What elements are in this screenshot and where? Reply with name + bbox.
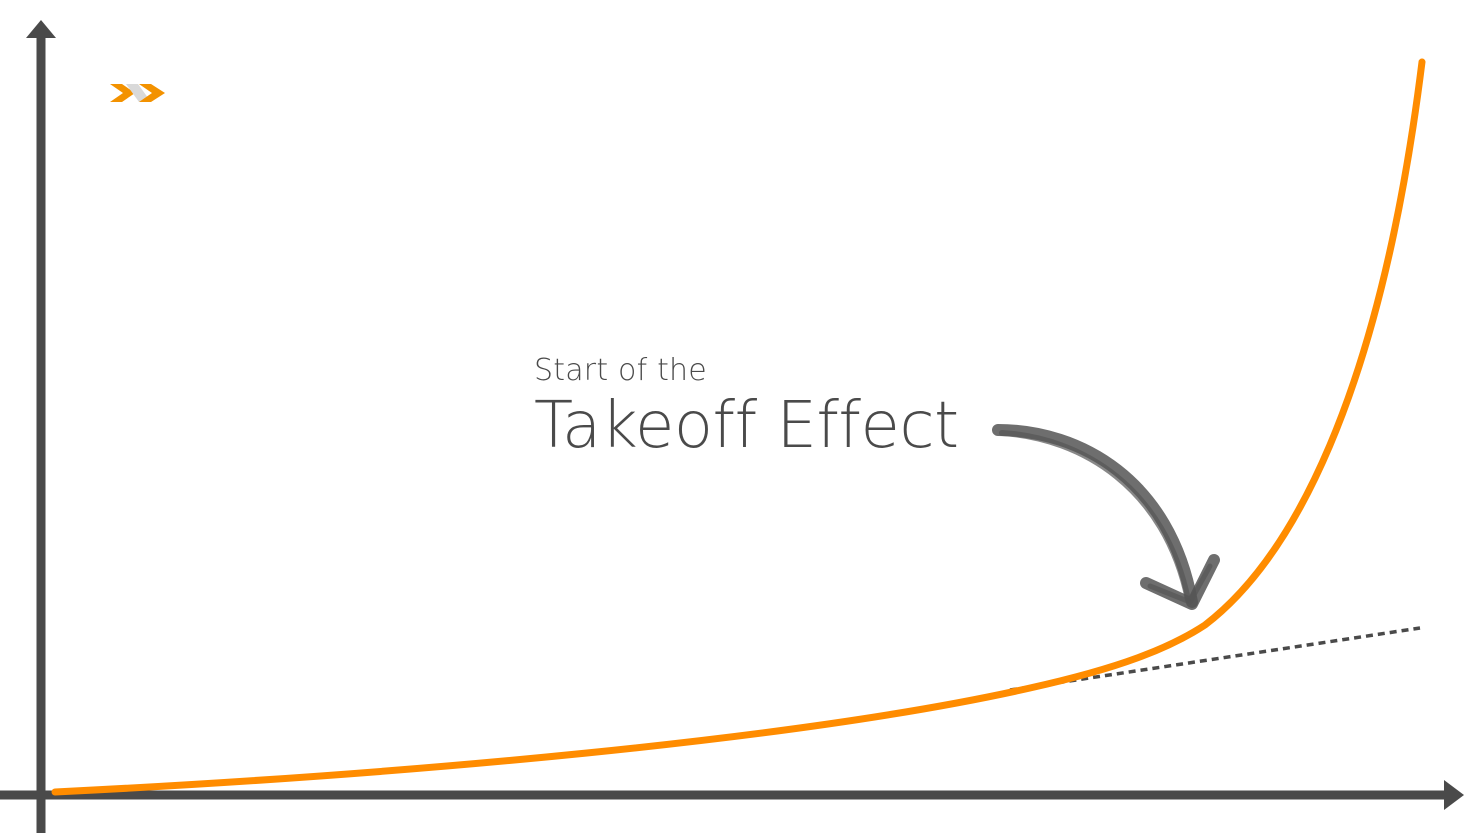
logo-icon [110, 84, 165, 102]
linear-trend-line [1009, 626, 1421, 692]
annotation-title: Takeoff Effect [534, 389, 959, 463]
arrow-icon [992, 424, 1220, 610]
x-axis-arrowhead [1444, 780, 1464, 810]
annotation-subtitle: Start of the [534, 353, 707, 388]
takeoff-annotation: Start of the Takeoff Effect [534, 353, 959, 463]
growth-curve [51, 58, 1426, 796]
y-axis-arrowhead [26, 20, 56, 38]
